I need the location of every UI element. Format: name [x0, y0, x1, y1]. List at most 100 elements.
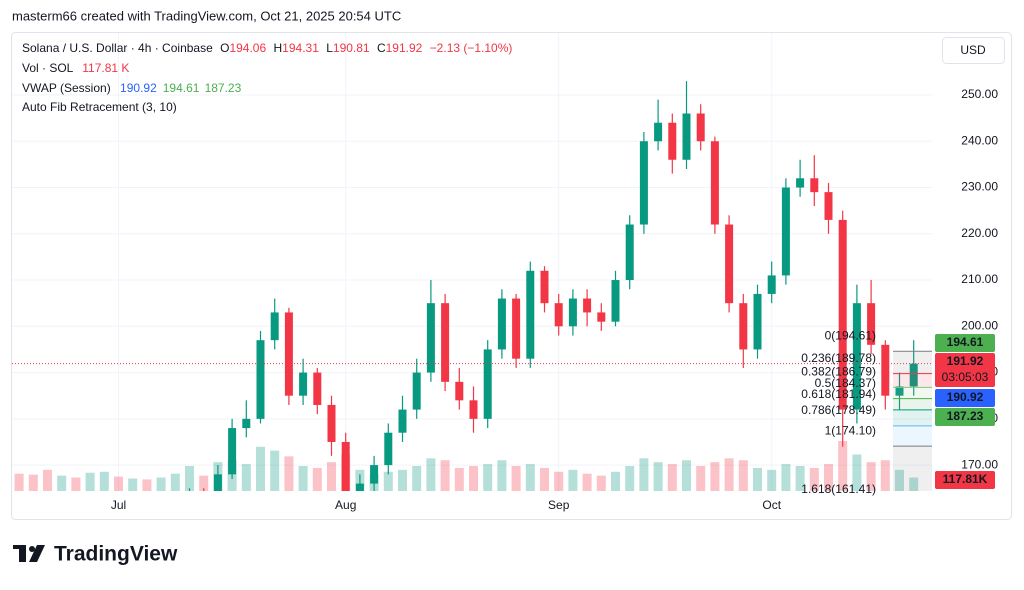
volume-bar	[170, 473, 180, 491]
fib-zone	[893, 409, 932, 426]
volume-bar	[724, 458, 734, 491]
candle-body	[725, 224, 734, 304]
candle-body	[554, 303, 563, 327]
vwap-value: 194.61	[163, 81, 200, 95]
volume-bar	[14, 473, 24, 491]
volume-bar	[128, 478, 138, 491]
candle-body	[639, 141, 648, 225]
candle-body	[682, 113, 691, 160]
volume-bar	[483, 464, 493, 491]
candle-body	[270, 312, 279, 341]
price-tag	[935, 471, 995, 489]
y-tick-label: 240.00	[961, 133, 998, 147]
candle-body	[341, 441, 350, 491]
candle-body	[284, 312, 293, 396]
volume-bar	[667, 464, 677, 491]
candle-body	[568, 298, 577, 327]
price-tag-label: 117.81K	[943, 472, 988, 486]
price-tag-label: 187.23	[947, 409, 984, 423]
fib-label: 1(174.10)	[825, 423, 876, 437]
fib-label: 0.236(189.78)	[801, 351, 876, 365]
candle-body	[426, 303, 435, 373]
volume-bar	[710, 462, 720, 491]
price-tag	[935, 334, 995, 352]
y-tick-label: 230.00	[961, 180, 998, 194]
volume-bar	[327, 462, 336, 491]
fib-zone	[893, 387, 932, 399]
volume-bar	[440, 460, 450, 491]
currency-box[interactable]	[942, 37, 1005, 64]
volume-bar	[795, 466, 805, 491]
candle-body	[512, 298, 521, 359]
candle-body	[455, 381, 464, 401]
x-tick-label: Oct	[762, 498, 781, 512]
y-tick-label: 250.00	[961, 87, 998, 101]
countdown: 03:05:03	[942, 370, 989, 384]
volume-bar	[639, 458, 649, 491]
volume-bar	[412, 466, 422, 491]
x-tick-label: Aug	[335, 498, 356, 512]
volume-bar	[43, 469, 52, 491]
candle-body	[213, 474, 222, 491]
volume-bar	[880, 460, 890, 491]
volume-bar	[71, 477, 81, 491]
volume-bar	[241, 464, 251, 491]
fib-zone	[893, 425, 932, 447]
volume-bar	[866, 462, 876, 491]
plot-area	[12, 81, 932, 491]
volume-label: Vol · SOL	[22, 61, 74, 75]
price-tag	[935, 389, 995, 407]
volume-bar	[909, 477, 919, 491]
author-line: masterm66 created with TradingView.com, …	[12, 8, 401, 23]
candle-body	[313, 372, 322, 405]
price-tag-label: 194.61	[947, 335, 984, 349]
close-value: 191.92	[386, 41, 423, 55]
volume-bar	[767, 469, 777, 491]
candle-body	[824, 192, 833, 220]
candle-body	[441, 303, 450, 382]
candle-body	[838, 219, 847, 410]
volume-bar	[85, 472, 95, 491]
vwap-legend: VWAP (Session) 190.92 194.61 187.23	[22, 81, 242, 95]
candle-body	[597, 312, 606, 322]
fib-label: 0.618(181.94)	[801, 387, 876, 401]
volume-bar	[653, 462, 663, 491]
candle-body	[526, 270, 535, 359]
high-value: 194.31	[282, 41, 319, 55]
volume-bar	[554, 471, 564, 491]
candle-body	[739, 303, 748, 350]
brand-logo	[13, 545, 45, 562]
candle-body	[668, 122, 677, 160]
volume-bar	[156, 477, 166, 491]
vwap-value: 187.23	[205, 81, 242, 95]
volume-bar	[383, 471, 393, 491]
volume-bar	[426, 458, 436, 491]
candle-body	[767, 275, 776, 294]
volume-bar	[199, 475, 209, 491]
volume-bar	[312, 467, 322, 491]
fib-zone	[893, 351, 932, 374]
volume-bar	[398, 469, 407, 491]
volume-bar	[298, 466, 308, 491]
volume-bar	[142, 479, 152, 491]
volume-bar	[270, 450, 280, 491]
fib-legend: Auto Fib Retracement (3, 10)	[22, 100, 177, 114]
fib-zone	[893, 398, 932, 410]
candle-body	[355, 483, 364, 491]
candle-body	[753, 293, 762, 350]
volume-bar	[852, 454, 862, 491]
candle-body	[867, 303, 876, 345]
volume-bar	[895, 469, 904, 491]
candle-body	[497, 298, 506, 350]
volume-bar	[99, 471, 109, 491]
volume-bar	[753, 467, 762, 491]
volume-bar	[469, 466, 478, 491]
fib-zone	[893, 446, 932, 491]
volume-legend: Vol · SOL 117.81 K	[22, 61, 129, 75]
candle-body	[412, 372, 421, 410]
volume-bar	[824, 464, 833, 491]
y-tick-label: 210.00	[961, 272, 998, 286]
overlay: 170.00180.00190.00200.00210.00220.00230.…	[111, 87, 998, 512]
volume-bar	[540, 467, 549, 491]
volume-bar	[838, 441, 848, 491]
